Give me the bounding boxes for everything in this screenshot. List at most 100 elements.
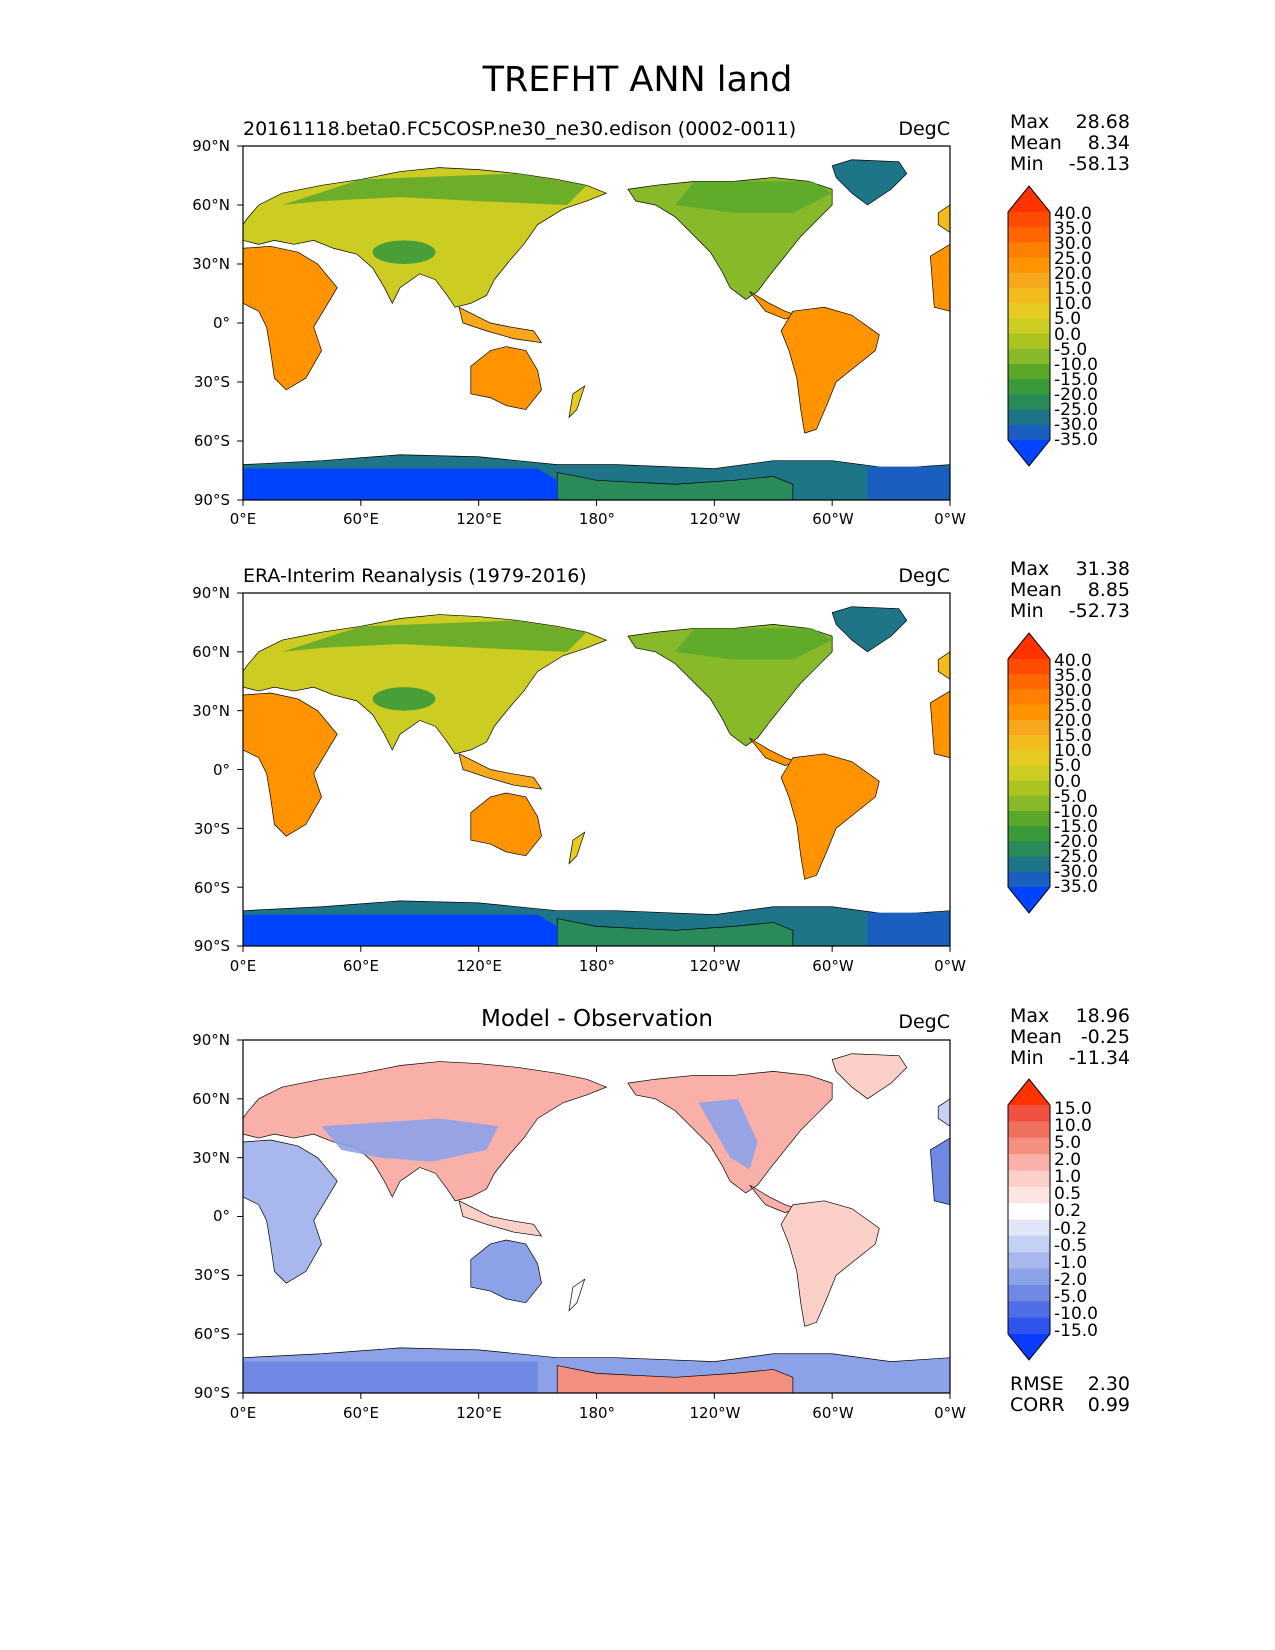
lon-tick-label: 180°: [578, 1404, 616, 1422]
colorbar-tick-label: 40.0: [1054, 651, 1092, 671]
lon-tick-label: 120°E: [456, 1404, 502, 1422]
colorbar-band: [1008, 780, 1050, 797]
colorbar-band: [1008, 1186, 1050, 1204]
cold-region: [675, 628, 833, 660]
map-plot: [243, 1040, 950, 1393]
stat-value-mean: 8.85: [1087, 579, 1130, 601]
colorbar-band: [1008, 242, 1050, 259]
lon-tick-label: 120°W: [689, 957, 741, 975]
colorbar-tick-label: 30.0: [1054, 234, 1092, 255]
landmass-samerica: [780, 1200, 880, 1327]
lat-tick-label: 90°S: [193, 937, 230, 955]
stat-label-rmse: RMSE: [1010, 1373, 1064, 1395]
colorbar-band: [1008, 1284, 1050, 1302]
units-label: DegC: [898, 565, 950, 587]
lat-tick-label: 60°N: [192, 1090, 230, 1108]
colorbar-band: [1008, 394, 1050, 411]
east-antarctica: [243, 914, 558, 946]
colorbar-band: [1008, 1203, 1050, 1220]
panel-title: 20161118.beta0.FC5COSP.ne30_ne30.edison …: [243, 118, 797, 140]
landmass-greenland: [831, 1053, 908, 1100]
colorbar-band: [1008, 227, 1050, 243]
tibetan-plateau: [372, 240, 436, 264]
landmass-australia: [470, 792, 542, 857]
colorbar-tick-label: -2.0: [1054, 1269, 1088, 1290]
lon-tick-label: 180°: [578, 957, 616, 975]
colorbar-tick-label: 5.0: [1054, 1133, 1082, 1154]
colorbar-extend-min: [1008, 440, 1050, 466]
stat-value-min: -11.34: [1068, 1047, 1130, 1069]
stat-label-max: Max: [1010, 111, 1050, 133]
colorbar-tick-label: 30.0: [1054, 681, 1092, 702]
cold-bias-region: [698, 1098, 758, 1170]
landmass-nz: [568, 1278, 586, 1312]
colorbar-band: [1008, 303, 1050, 319]
stat-label-corr: CORR: [1010, 1394, 1065, 1416]
lon-tick-label: 120°W: [689, 1404, 741, 1422]
colorbar-tick-label: 25.0: [1054, 696, 1092, 717]
landmass-nz: [568, 831, 586, 865]
colorbar-band: [1008, 841, 1050, 858]
colorbar-band: [1008, 765, 1050, 782]
lon-tick-label: 120°W: [689, 510, 741, 528]
colorbar-tick-label: 5.0: [1054, 309, 1082, 330]
colorbar-band: [1008, 871, 1050, 888]
colorbar-band: [1008, 1121, 1050, 1139]
colorbar-band: [1008, 674, 1050, 690]
colorbar-band: [1008, 272, 1050, 289]
colorbar-tick-label: 20.0: [1054, 264, 1092, 285]
colorbar-tick-label: 0.0: [1054, 771, 1082, 792]
landmass-australia: [470, 1239, 542, 1304]
landmass-samerica: [780, 753, 880, 880]
colorbar-band: [1008, 1317, 1050, 1335]
colorbar-outline: [1007, 632, 1051, 914]
colorbar: [1007, 1078, 1051, 1361]
lat-tick-label: 60°S: [193, 1325, 230, 1343]
colorbar-tick-label: -35.0: [1054, 877, 1098, 897]
lat-tick-label: 30°N: [192, 1149, 230, 1167]
lat-tick-label: 90°S: [193, 491, 230, 509]
colorbar-tick-label: -10.0: [1054, 1303, 1098, 1324]
colorbar-outline: [1007, 1078, 1051, 1361]
colorbar-band: [1008, 257, 1050, 274]
lat-tick-label: 60°N: [192, 196, 230, 214]
cold-bias-antarctica: [243, 1361, 538, 1393]
colorbar-tick-label: 20.0: [1054, 711, 1092, 732]
lat-tick-label: 30°N: [192, 702, 230, 720]
lat-tick-label: 60°S: [193, 879, 230, 897]
colorbar-tick-label: 40.0: [1054, 204, 1092, 224]
lat-tick-label: 90°N: [192, 137, 230, 155]
colorbar-tick-label: 10.0: [1054, 1116, 1092, 1137]
map-plot: [243, 146, 950, 500]
lon-tick-label: 60°E: [342, 510, 380, 528]
colorbar-band: [1008, 826, 1050, 842]
colorbar-band: [1008, 1252, 1050, 1270]
colorbar-tick-label: 5.0: [1054, 756, 1082, 777]
lon-tick-label: 0°W: [934, 1404, 966, 1422]
colorbar-tick-label: 15.0: [1054, 726, 1092, 747]
colorbar-tick-label: 0.0: [1054, 324, 1082, 345]
colorbar-tick-label: -10.0: [1054, 354, 1098, 375]
stat-label-min: Min: [1010, 600, 1044, 622]
colorbar-band: [1008, 856, 1050, 873]
cold-region: [282, 620, 587, 652]
colorbar-tick-label: 15.0: [1054, 1099, 1092, 1119]
stat-label-mean: Mean: [1010, 1026, 1062, 1048]
map-plot: [243, 593, 950, 946]
lat-tick-label: 90°N: [192, 1031, 230, 1049]
colorbar-band: [1008, 719, 1050, 736]
colorbar-band: [1008, 750, 1050, 766]
lon-tick-label: 180°: [578, 510, 616, 528]
stat-value-mean: -0.25: [1080, 1026, 1130, 1048]
lat-tick-label: 30°N: [192, 255, 230, 273]
colorbar-outline: [1007, 185, 1051, 467]
lat-tick-label: 60°S: [193, 432, 230, 450]
antarctic-sector: [867, 466, 950, 500]
landmass-australia: [470, 346, 542, 410]
east-antarctica: [243, 468, 558, 500]
colorbar-tick-label: 10.0: [1054, 741, 1092, 762]
lon-tick-label: 60°E: [342, 1404, 380, 1422]
colorbar-band: [1008, 212, 1050, 228]
colorbar: [1007, 632, 1051, 914]
stat-label-min: Min: [1010, 153, 1044, 175]
